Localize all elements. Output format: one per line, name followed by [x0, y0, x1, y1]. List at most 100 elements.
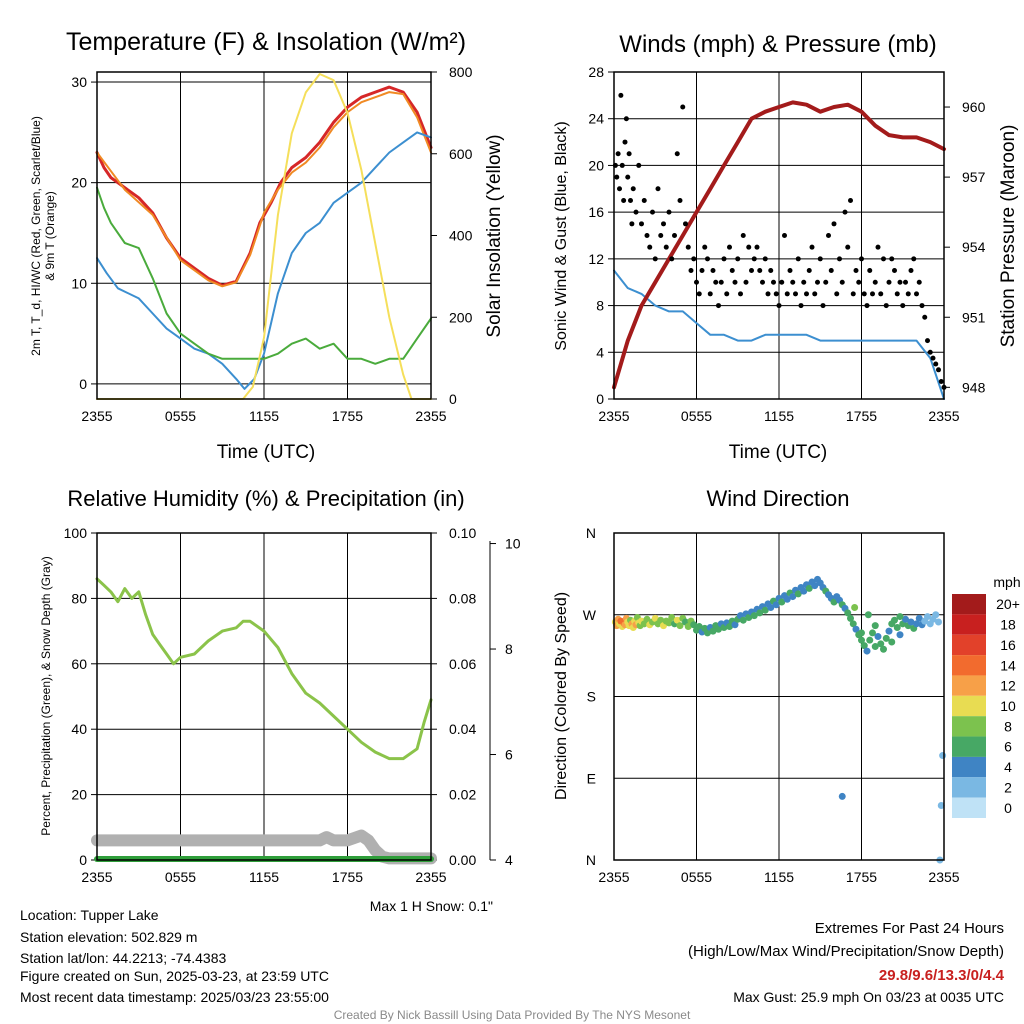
- direction-point: [690, 621, 698, 629]
- colorbar-swatch: [952, 695, 986, 717]
- direction-point: [668, 613, 676, 621]
- gust-point: [621, 197, 627, 203]
- direction-point: [849, 620, 857, 628]
- gust-point: [652, 256, 658, 262]
- gust-point: [859, 256, 864, 262]
- gust-point: [925, 338, 930, 344]
- max-gust: Max Gust: 25.9 mph On 03/23 at 0035 UTC: [733, 989, 1004, 1005]
- gust-point: [615, 151, 621, 157]
- gust-point: [710, 268, 716, 274]
- snow-axis-tick-label: 10: [505, 536, 521, 552]
- gust-point: [672, 233, 677, 238]
- direction-point: [863, 647, 871, 655]
- credit: Created By Nick Bassill Using Data Provi…: [334, 1008, 691, 1022]
- direction-point: [643, 615, 651, 623]
- gust-point: [713, 279, 719, 285]
- direction-ytick-label: N: [586, 525, 596, 541]
- direction-point: [665, 619, 673, 627]
- temperature-ytick-right-label: 400: [449, 228, 473, 244]
- winds-xtick-label: 2355: [928, 408, 959, 424]
- colorbar-label: 0: [1004, 800, 1012, 816]
- gust-point: [820, 303, 826, 309]
- winds-series-line: [612, 100, 946, 390]
- humidity-ytick-right-label: 0.00: [449, 852, 476, 868]
- gust-point: [938, 378, 944, 384]
- direction-point: [915, 614, 923, 622]
- direction-point: [847, 614, 854, 622]
- gust-point: [629, 221, 635, 227]
- temperature-xtick-label: 1755: [332, 408, 363, 424]
- direction-point: [858, 636, 865, 644]
- gust-point: [680, 104, 686, 110]
- gust-point: [872, 279, 878, 285]
- direction-xtick-label: 2355: [928, 869, 959, 885]
- footer-recent: Most recent data timestamp: 2025/03/23 2…: [20, 989, 329, 1005]
- gust-point: [936, 367, 941, 373]
- colorbar-swatch: [952, 716, 986, 737]
- gust-point: [804, 291, 809, 297]
- temperature-ylabel-1: 2m T, T_d, HI/WC (Red, Green, Scarlet/Bl…: [29, 116, 43, 356]
- snow-note: Max 1 H Snow: 0.1": [370, 898, 493, 914]
- gust-point: [927, 349, 933, 355]
- colorbar-label: 12: [1000, 678, 1016, 694]
- temperature-series-line: [96, 91, 432, 288]
- gust-point: [658, 233, 664, 238]
- gust-point: [883, 303, 889, 309]
- direction-point: [932, 611, 940, 619]
- direction-point: [882, 634, 890, 642]
- gust-point: [661, 221, 666, 227]
- humidity-panel: 2355 0555 1155 1755 23550204060801000.000.02…: [64, 525, 477, 885]
- gust-point: [809, 244, 815, 250]
- gust-point: [707, 291, 713, 297]
- humidity-xtick-label: 1755: [332, 869, 363, 885]
- gust-point: [699, 268, 705, 274]
- humidity-ytick-label: 80: [71, 590, 87, 606]
- gust-point: [622, 139, 628, 145]
- temperature-series-line: [96, 131, 432, 390]
- direction-point: [902, 615, 909, 623]
- snow-axis-tick-label: 8: [505, 641, 513, 657]
- winds-ytick-right-label: 948: [962, 379, 986, 395]
- gust-point: [630, 186, 636, 192]
- temperature-ytick-right-label: 200: [449, 309, 473, 325]
- temperature-ytick-right-label: 0: [449, 391, 457, 407]
- gust-point: [617, 186, 622, 192]
- direction-point: [745, 613, 753, 621]
- gust-point: [886, 279, 892, 285]
- winds-ytick-label: 0: [596, 391, 604, 407]
- humidity-ytick-label: 40: [71, 721, 87, 737]
- colorbar-swatch: [952, 634, 986, 656]
- humidity-ytick-label: 100: [64, 525, 88, 541]
- colorbar-swatch: [952, 614, 986, 635]
- winds-ytick-label: 16: [588, 204, 604, 220]
- temperature-series-line: [96, 186, 432, 365]
- temperature-series-line: [96, 73, 432, 400]
- winds-ytick-right-label: 954: [962, 239, 986, 255]
- colorbar-swatch: [952, 797, 986, 818]
- gust-point: [729, 268, 735, 274]
- temperature-title: Temperature (F) & Insolation (W/m²): [66, 28, 466, 56]
- direction-point: [830, 598, 838, 606]
- winds-ytick-label: 4: [596, 344, 604, 360]
- direction-title: Wind Direction: [706, 486, 849, 511]
- colorbar-label: 6: [1004, 739, 1012, 755]
- colorbar-label: 8: [1004, 718, 1012, 734]
- direction-point: [838, 792, 846, 800]
- direction-point: [739, 616, 747, 624]
- direction-point: [715, 625, 722, 633]
- gust-point: [614, 174, 620, 180]
- direction-point: [866, 636, 874, 644]
- direction-point: [772, 601, 780, 609]
- direction-point: [913, 620, 920, 628]
- direction-point: [731, 621, 739, 629]
- gust-point: [688, 268, 694, 274]
- gust-point: [773, 291, 779, 297]
- direction-point: [778, 598, 786, 606]
- direction-point: [676, 622, 684, 630]
- colorbar-label: 14: [1000, 657, 1016, 673]
- gust-point: [619, 162, 625, 168]
- colorbar-title: mph: [993, 574, 1020, 590]
- winds-ytick-right-label: 957: [962, 169, 986, 185]
- temperature-xtick-label: 2355: [415, 408, 446, 424]
- direction-point: [885, 627, 893, 635]
